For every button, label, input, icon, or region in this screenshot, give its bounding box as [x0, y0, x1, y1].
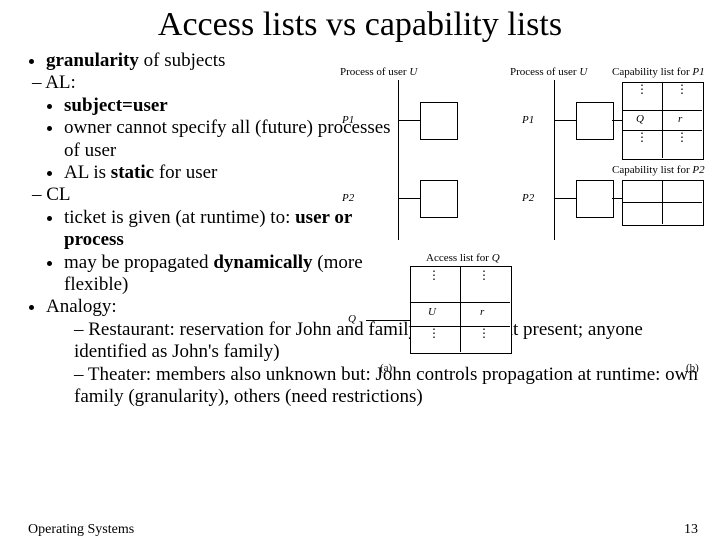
cap1-r: r — [678, 113, 682, 125]
label-b-p1: P1 — [522, 114, 534, 126]
label-q-left: Q — [348, 313, 356, 325]
text-cap-p1: Capability list for — [612, 66, 690, 78]
text-u-it-a: U — [409, 66, 417, 78]
box-b-p1 — [576, 102, 614, 140]
footer-left: Operating Systems — [28, 522, 134, 538]
label-acc-q: Access list for Q — [426, 252, 500, 264]
line-b-cap1 — [612, 120, 622, 121]
al-u: U — [428, 306, 436, 318]
label-a: (a) — [380, 362, 392, 374]
al-dots-tr: ⋮ — [478, 272, 492, 278]
text-cap-p2: Capability list for — [612, 164, 690, 176]
text-cl2b: dynamically — [213, 252, 312, 273]
al-r: r — [480, 306, 484, 318]
line-a-h1 — [398, 120, 420, 121]
text-proc-u-a: Process of user — [340, 66, 407, 78]
text-cl1a: ticket is given (at runtime) to: — [64, 207, 295, 228]
cap1-d3: ⋮ — [636, 134, 650, 140]
slide-title: Access lists vs capability lists — [0, 6, 720, 44]
text-al3c: for user — [154, 162, 217, 183]
label-p1: P1 — [342, 114, 354, 126]
text-al3a: AL is — [64, 162, 111, 183]
box-cap1 — [622, 82, 704, 160]
cap1-col — [662, 82, 663, 158]
text-analogy: Analogy: — [46, 296, 117, 317]
cap1-d2: ⋮ — [676, 86, 690, 92]
bullet-al: AL: subject=user owner cannot specify al… — [32, 72, 402, 184]
line-b-cap2 — [612, 198, 622, 199]
label-b: (b) — [686, 362, 699, 374]
label-proc-u-b: Process of user U — [510, 66, 587, 78]
label-p2: P2 — [342, 192, 354, 204]
cap1-d1: ⋮ — [636, 86, 650, 92]
text-al3b: static — [111, 162, 154, 183]
al-dots-tl: ⋮ — [428, 272, 442, 278]
al-col — [460, 266, 461, 352]
text-cl2a: may be propagated — [64, 252, 213, 273]
slide: Access lists vs capability lists granula… — [0, 6, 720, 540]
text-granularity-tail: of subjects — [139, 50, 226, 71]
label-proc-u-a: Process of user U — [340, 66, 417, 78]
cap1-q: Q — [636, 113, 644, 125]
text-proc-u-b: Process of user — [510, 66, 577, 78]
cap1-d4: ⋮ — [676, 134, 690, 140]
footer-right: 13 — [684, 522, 698, 538]
line-b-vert — [554, 80, 555, 240]
box-a-p2 — [420, 180, 458, 218]
text-al1: subject=user — [64, 95, 168, 116]
bold-granularity: granularity — [46, 50, 139, 71]
text-u-it-b: U — [579, 66, 587, 78]
label-cap-p1: Capability list for P1 — [612, 66, 705, 78]
bullet-cl1: ticket is given (at runtime) to: user or… — [64, 207, 402, 252]
cap2-col — [662, 180, 663, 224]
line-a-vert — [398, 80, 399, 240]
line-a-h2 — [398, 198, 420, 199]
box-b-p2 — [576, 180, 614, 218]
bullet-al3: AL is static for user — [64, 162, 402, 184]
text-q-it: Q — [492, 252, 500, 264]
text-p1-it: P1 — [692, 66, 704, 78]
diagram-area: Process of user U P1 P2 Access list for … — [380, 66, 710, 376]
line-b-h1 — [554, 120, 576, 121]
footer: Operating Systems 13 — [28, 522, 698, 538]
bullet-cl2: may be propagated dynamically (more flex… — [64, 252, 402, 297]
al-dots-br: ⋮ — [478, 330, 492, 336]
text-acc-q: Access list for — [426, 252, 489, 264]
label-cap-p2: Capability list for P2 — [612, 164, 705, 176]
box-accesslist — [410, 266, 512, 354]
line-b-h2 — [554, 198, 576, 199]
line-q-h — [366, 320, 410, 321]
text-al: AL: — [45, 72, 76, 93]
al-dots-bl: ⋮ — [428, 330, 442, 336]
box-cap2 — [622, 180, 704, 226]
text-p2-it: P2 — [692, 164, 704, 176]
label-b-p2: P2 — [522, 192, 534, 204]
box-a-p1 — [420, 102, 458, 140]
text-cl: CL — [46, 184, 70, 205]
